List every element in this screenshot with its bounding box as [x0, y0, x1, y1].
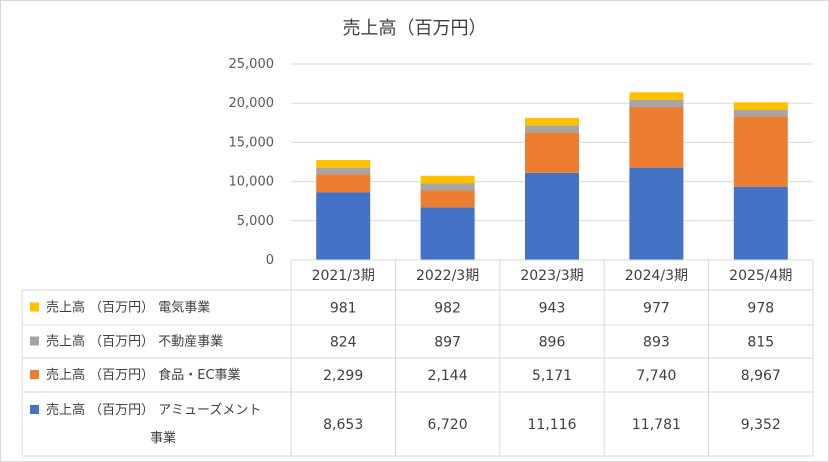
bar-segment — [629, 92, 684, 100]
category-label: 2021/3期 — [312, 268, 375, 284]
legend-label: 売上高 （百万円） アミューズメント — [46, 402, 261, 418]
data-label: 981 — [330, 301, 357, 317]
data-label: 893 — [643, 335, 670, 351]
data-label: 11,781 — [632, 417, 681, 433]
bar-segment — [420, 175, 475, 184]
data-label: 896 — [539, 335, 566, 351]
data-label: 2,299 — [323, 368, 363, 384]
bar-segment — [525, 172, 579, 260]
y-tick-label: 15,000 — [229, 135, 275, 150]
legend-label: 売上高 （百万円） 電気事業 — [46, 300, 210, 316]
bar-segment — [420, 183, 475, 191]
data-label: 815 — [747, 335, 774, 351]
bar-segment — [525, 125, 579, 133]
data-label: 978 — [747, 301, 774, 317]
data-label: 2,144 — [428, 368, 468, 384]
bar-segment — [525, 117, 579, 126]
legend-swatch — [30, 370, 39, 379]
category-label: 2022/3期 — [416, 268, 479, 284]
y-tick-label: 10,000 — [229, 175, 275, 190]
legend-label: 売上高 （百万円） 不動産事業 — [46, 334, 223, 350]
bar-segment — [316, 192, 371, 260]
data-label: 8,967 — [741, 368, 781, 384]
data-label: 6,720 — [428, 417, 468, 433]
bar-segment — [316, 174, 371, 193]
data-label: 977 — [643, 301, 670, 317]
data-label: 9,352 — [741, 417, 781, 433]
chart-title: 売上高（百万円） — [342, 18, 487, 39]
y-tick-label: 20,000 — [229, 96, 275, 111]
y-tick-label: 0 — [266, 253, 274, 268]
bar-segment — [316, 167, 371, 175]
legend-label: 事業 — [150, 430, 176, 446]
data-label: 982 — [434, 301, 461, 317]
legend-swatch — [30, 336, 39, 346]
bar-segment — [420, 207, 475, 260]
bar-segment — [316, 159, 371, 168]
y-tick-label: 5,000 — [237, 214, 274, 229]
category-label: 2025/4期 — [729, 268, 792, 284]
category-label: 2023/3期 — [520, 268, 583, 284]
data-label: 7,740 — [636, 368, 676, 384]
bar-segment — [629, 167, 684, 260]
bar-segment — [525, 132, 579, 173]
bar-segment — [629, 99, 684, 107]
data-label: 8,653 — [323, 417, 363, 433]
bar-segment — [733, 186, 788, 260]
legend-swatch — [30, 405, 39, 414]
legend-swatch — [30, 302, 39, 312]
data-label: 824 — [330, 335, 357, 351]
data-label: 897 — [434, 335, 461, 351]
data-label: 943 — [539, 301, 566, 317]
legend-label: 売上高 （百万円） 食品・EC事業 — [46, 367, 241, 383]
bar-segment — [733, 116, 788, 187]
bar-segment — [420, 190, 475, 208]
data-label: 11,116 — [528, 417, 577, 433]
bar-segment — [629, 106, 684, 168]
y-tick-label: 25,000 — [229, 57, 275, 72]
bar-segment — [733, 109, 788, 117]
category-label: 2024/3期 — [625, 268, 688, 284]
data-label: 5,171 — [532, 368, 572, 384]
bar-segment — [733, 102, 788, 110]
